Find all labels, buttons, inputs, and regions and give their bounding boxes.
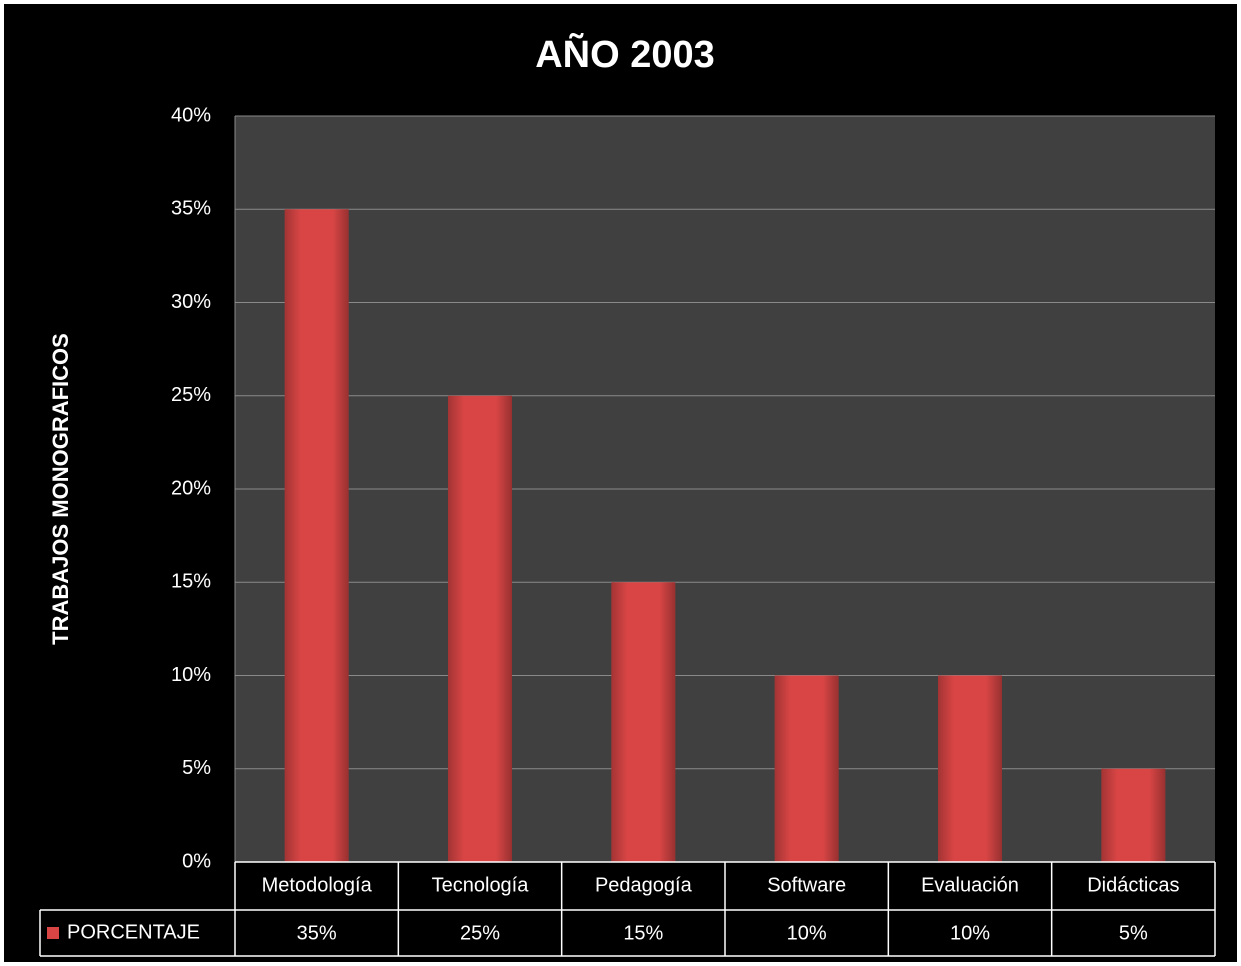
x-tick-label: Metodología	[262, 874, 373, 896]
table-value: 15%	[623, 922, 663, 944]
y-tick-label: 5%	[182, 757, 211, 779]
y-tick-label: 20%	[171, 477, 211, 499]
legend-key	[47, 927, 59, 939]
bar-shade	[938, 675, 1002, 862]
y-tick-label: 40%	[171, 104, 211, 126]
x-tick-label: Tecnología	[432, 874, 530, 896]
table-value: 5%	[1119, 922, 1148, 944]
bar-shade	[774, 675, 839, 862]
y-tick-label: 0%	[182, 850, 211, 872]
x-tick-label: Software	[767, 874, 846, 896]
y-tick-label: 10%	[171, 664, 211, 686]
bar-shade	[1101, 768, 1166, 862]
legend-label: PORCENTAJE	[67, 921, 200, 943]
table-value: 10%	[787, 922, 827, 944]
table-value: 25%	[460, 922, 500, 944]
y-tick-label: 25%	[171, 384, 211, 406]
table-value: 10%	[950, 922, 990, 944]
table-value: 35%	[297, 922, 337, 944]
bar-shade	[611, 582, 676, 862]
bar-shade	[284, 209, 349, 862]
y-tick-label: 30%	[171, 291, 211, 313]
x-tick-label: Evaluación	[921, 874, 1019, 896]
y-axis-label: TRABAJOS MONOGRAFICOS	[48, 333, 73, 645]
y-tick-label: 35%	[171, 198, 211, 220]
x-tick-label: Didácticas	[1087, 874, 1179, 896]
bar-shade	[448, 395, 512, 862]
x-tick-label: Pedagogía	[595, 874, 693, 896]
y-tick-label: 15%	[171, 571, 211, 593]
chart-title: AÑO 2003	[535, 32, 715, 76]
